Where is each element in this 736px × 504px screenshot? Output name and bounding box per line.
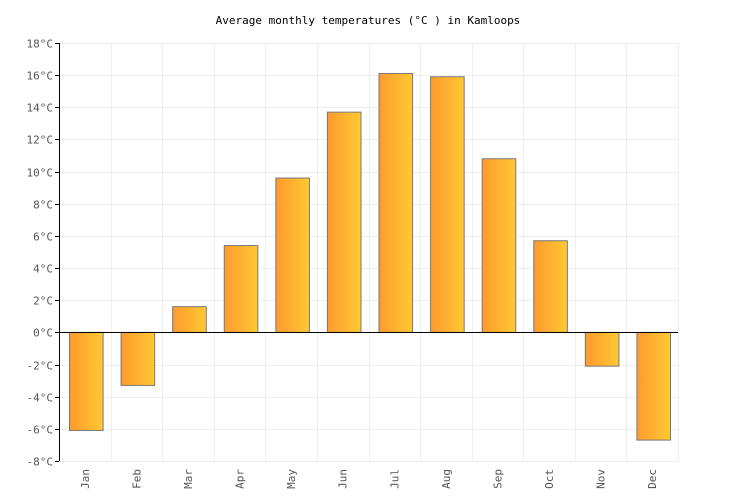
- x-tick-label: Oct: [543, 469, 556, 489]
- y-tick-label: 14°C: [27, 102, 54, 115]
- bar-sep: [481, 158, 517, 333]
- y-tick-label: 0°C: [33, 327, 53, 340]
- bar-oct: [533, 240, 568, 333]
- chart-title: Average monthly temperatures (°C ) in Ka…: [216, 14, 521, 27]
- bar-apr: [223, 245, 259, 333]
- y-tick-label: -6°C: [27, 424, 54, 437]
- y-tick-label: 18°C: [27, 38, 54, 51]
- y-tick-label: 2°C: [33, 295, 53, 308]
- bar-aug: [430, 76, 465, 333]
- x-tick-label: Sep: [491, 469, 504, 489]
- x-tick-label: Mar: [182, 469, 195, 489]
- bar-dec: [636, 331, 672, 441]
- bar-jan: [69, 331, 104, 431]
- x-tick-label: Nov: [595, 469, 608, 489]
- y-tick-label: 12°C: [27, 134, 54, 147]
- bar-jun: [326, 111, 362, 333]
- x-tick-label: Feb: [130, 469, 143, 489]
- y-tick-label: 16°C: [27, 70, 54, 83]
- bar-feb: [120, 331, 156, 386]
- x-tick-label: Apr: [234, 469, 247, 489]
- x-tick-label: Jan: [79, 469, 92, 489]
- y-tick-label: 8°C: [33, 199, 53, 212]
- bar-jul: [378, 73, 414, 333]
- y-tick-label: 4°C: [33, 263, 53, 276]
- bar-may: [275, 177, 310, 333]
- bar-nov: [584, 331, 620, 367]
- x-tick-label: May: [285, 469, 298, 489]
- y-tick-label: -4°C: [27, 392, 54, 405]
- x-tick-label: Dec: [646, 469, 659, 489]
- y-tick-label: 10°C: [27, 167, 54, 180]
- bar-mar: [172, 306, 207, 333]
- y-tick-label: -2°C: [27, 360, 54, 373]
- x-tick-label: Jun: [337, 469, 350, 489]
- y-tick-label: -8°C: [27, 456, 54, 469]
- x-tick-label: Jul: [388, 469, 401, 489]
- y-tick-label: 6°C: [33, 231, 53, 244]
- x-tick-label: Aug: [440, 469, 453, 489]
